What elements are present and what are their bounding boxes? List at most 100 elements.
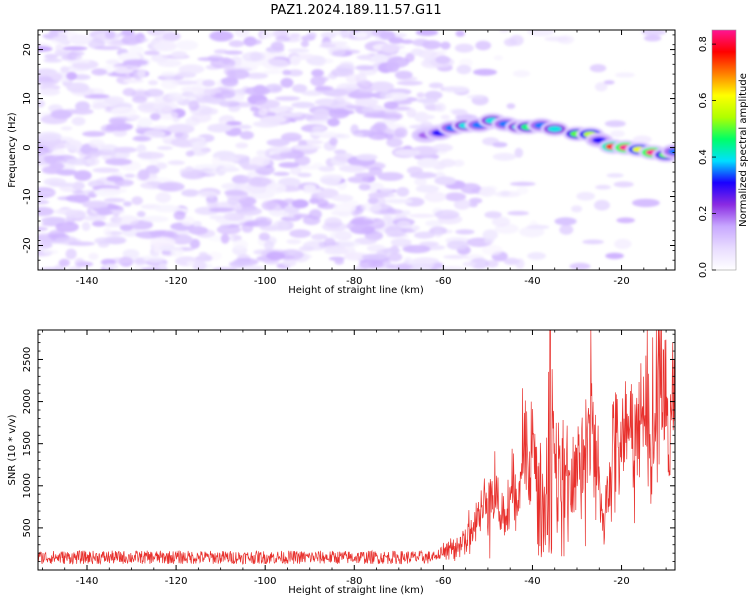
heatmap-cell (167, 160, 185, 165)
heatmap-cell (559, 224, 574, 235)
heatmap-cell (188, 226, 208, 235)
heatmap-cell (329, 137, 338, 146)
heatmap-cell (324, 245, 346, 250)
heatmap-cell (643, 35, 662, 42)
heatmap-cell (270, 41, 285, 52)
heatmap-cell (224, 189, 245, 196)
heatmap-cell (287, 69, 303, 77)
heatmap-cell (104, 235, 126, 245)
heatmap-cell (223, 65, 237, 70)
heatmap-cell (294, 155, 311, 166)
heatmap-cell (114, 68, 134, 74)
heatmap-cell (310, 131, 338, 137)
heatmap-cell (406, 108, 417, 118)
x-tick-label: -100 (254, 276, 277, 287)
heatmap-cell (64, 139, 83, 151)
heatmap-cell (485, 260, 499, 268)
heatmap-cell (175, 40, 199, 51)
heatmap-cell (38, 45, 53, 52)
heatmap-cell (260, 115, 287, 124)
heatmap-cell (151, 39, 176, 51)
heatmap-cell (361, 106, 374, 113)
heatmap-cell (416, 92, 425, 98)
heatmap-cell (394, 149, 421, 157)
heatmap-cell (119, 224, 133, 231)
heatmap-cell (181, 189, 200, 197)
heatmap-cell (435, 55, 451, 64)
x-tick-label: -80 (346, 576, 362, 587)
heatmap-cell (554, 217, 577, 226)
heatmap-cell (261, 200, 277, 211)
heatmap-cell (293, 213, 313, 219)
heatmap-cell (289, 55, 301, 66)
heatmap-cell (289, 229, 311, 238)
heatmap-cell (72, 181, 85, 190)
heatmap-cell (271, 30, 281, 37)
heatmap-cell (209, 30, 234, 42)
heatmap-cell (102, 188, 128, 194)
heatmap-cell (462, 261, 476, 267)
heatmap-cell (484, 211, 502, 219)
heatmap-cell (71, 108, 94, 115)
heatmap-cell (437, 265, 465, 270)
heatmap-cell (300, 40, 309, 48)
heatmap-cell (38, 145, 50, 156)
heatmap-cell (170, 138, 190, 147)
heatmap-cell (318, 166, 335, 172)
heatmap-cell (290, 166, 302, 176)
heatmap-cell (499, 30, 510, 33)
heatmap-cell (384, 92, 409, 101)
heatmap-cell (453, 159, 465, 167)
heatmap-cell (319, 174, 342, 186)
heatmap-cell (235, 142, 249, 149)
heatmap-cell (604, 120, 626, 128)
heatmap-cell (116, 215, 140, 226)
heatmap-cell (469, 197, 483, 204)
heatmap-cell (134, 258, 147, 265)
x-tick-label: -20 (613, 276, 629, 287)
heatmap-cell (173, 210, 186, 221)
y-tick-label: -20 (22, 237, 33, 253)
heatmap-cell (137, 69, 146, 78)
heatmap-cell (132, 136, 152, 142)
x-tick-label: -100 (254, 576, 277, 587)
heatmap-cell (322, 88, 349, 97)
heatmap-cell (278, 162, 300, 168)
heatmap-cell (310, 233, 328, 240)
heatmap-cell (286, 239, 302, 245)
heatmap-cell (269, 153, 289, 161)
heatmap-cell (287, 48, 310, 53)
heatmap-cell (223, 212, 245, 221)
heatmap-cell (434, 262, 444, 269)
heatmap-cell (289, 33, 301, 38)
y-tick-label: 1000 (22, 473, 33, 498)
heatmap-cell (460, 183, 481, 194)
heatmap-cell (316, 199, 329, 207)
heatmap-cell (473, 68, 497, 76)
heatmap-cell (516, 186, 529, 195)
heatmap-cell (271, 86, 282, 92)
heatmap-cell (250, 106, 259, 112)
heatmap-cell (68, 241, 96, 246)
heatmap-cell (338, 240, 361, 248)
heatmap-cell (569, 262, 591, 270)
heatmap-cell (455, 30, 465, 37)
heatmap-cell (512, 70, 531, 78)
heatmap-cell (589, 64, 607, 73)
heatmap-cell (208, 207, 234, 213)
heatmap-cell (444, 192, 467, 202)
heatmap-cell (66, 71, 78, 81)
colorbar-tick-label: 0.6 (698, 93, 709, 109)
heatmap-cell (239, 221, 259, 227)
heatmap-cell (91, 103, 105, 110)
heatmap-cell (44, 155, 58, 165)
x-tick-label: -80 (346, 276, 362, 287)
heatmap-cell (38, 131, 62, 142)
y-tick-label: 2000 (22, 389, 33, 414)
heatmap-cell (235, 207, 263, 216)
colorbar-tick-label: 0.0 (698, 262, 709, 278)
heatmap-cell (355, 65, 375, 71)
heatmap-cell (334, 258, 345, 265)
heatmap-cell (594, 199, 610, 211)
heatmap-cell (41, 216, 65, 224)
